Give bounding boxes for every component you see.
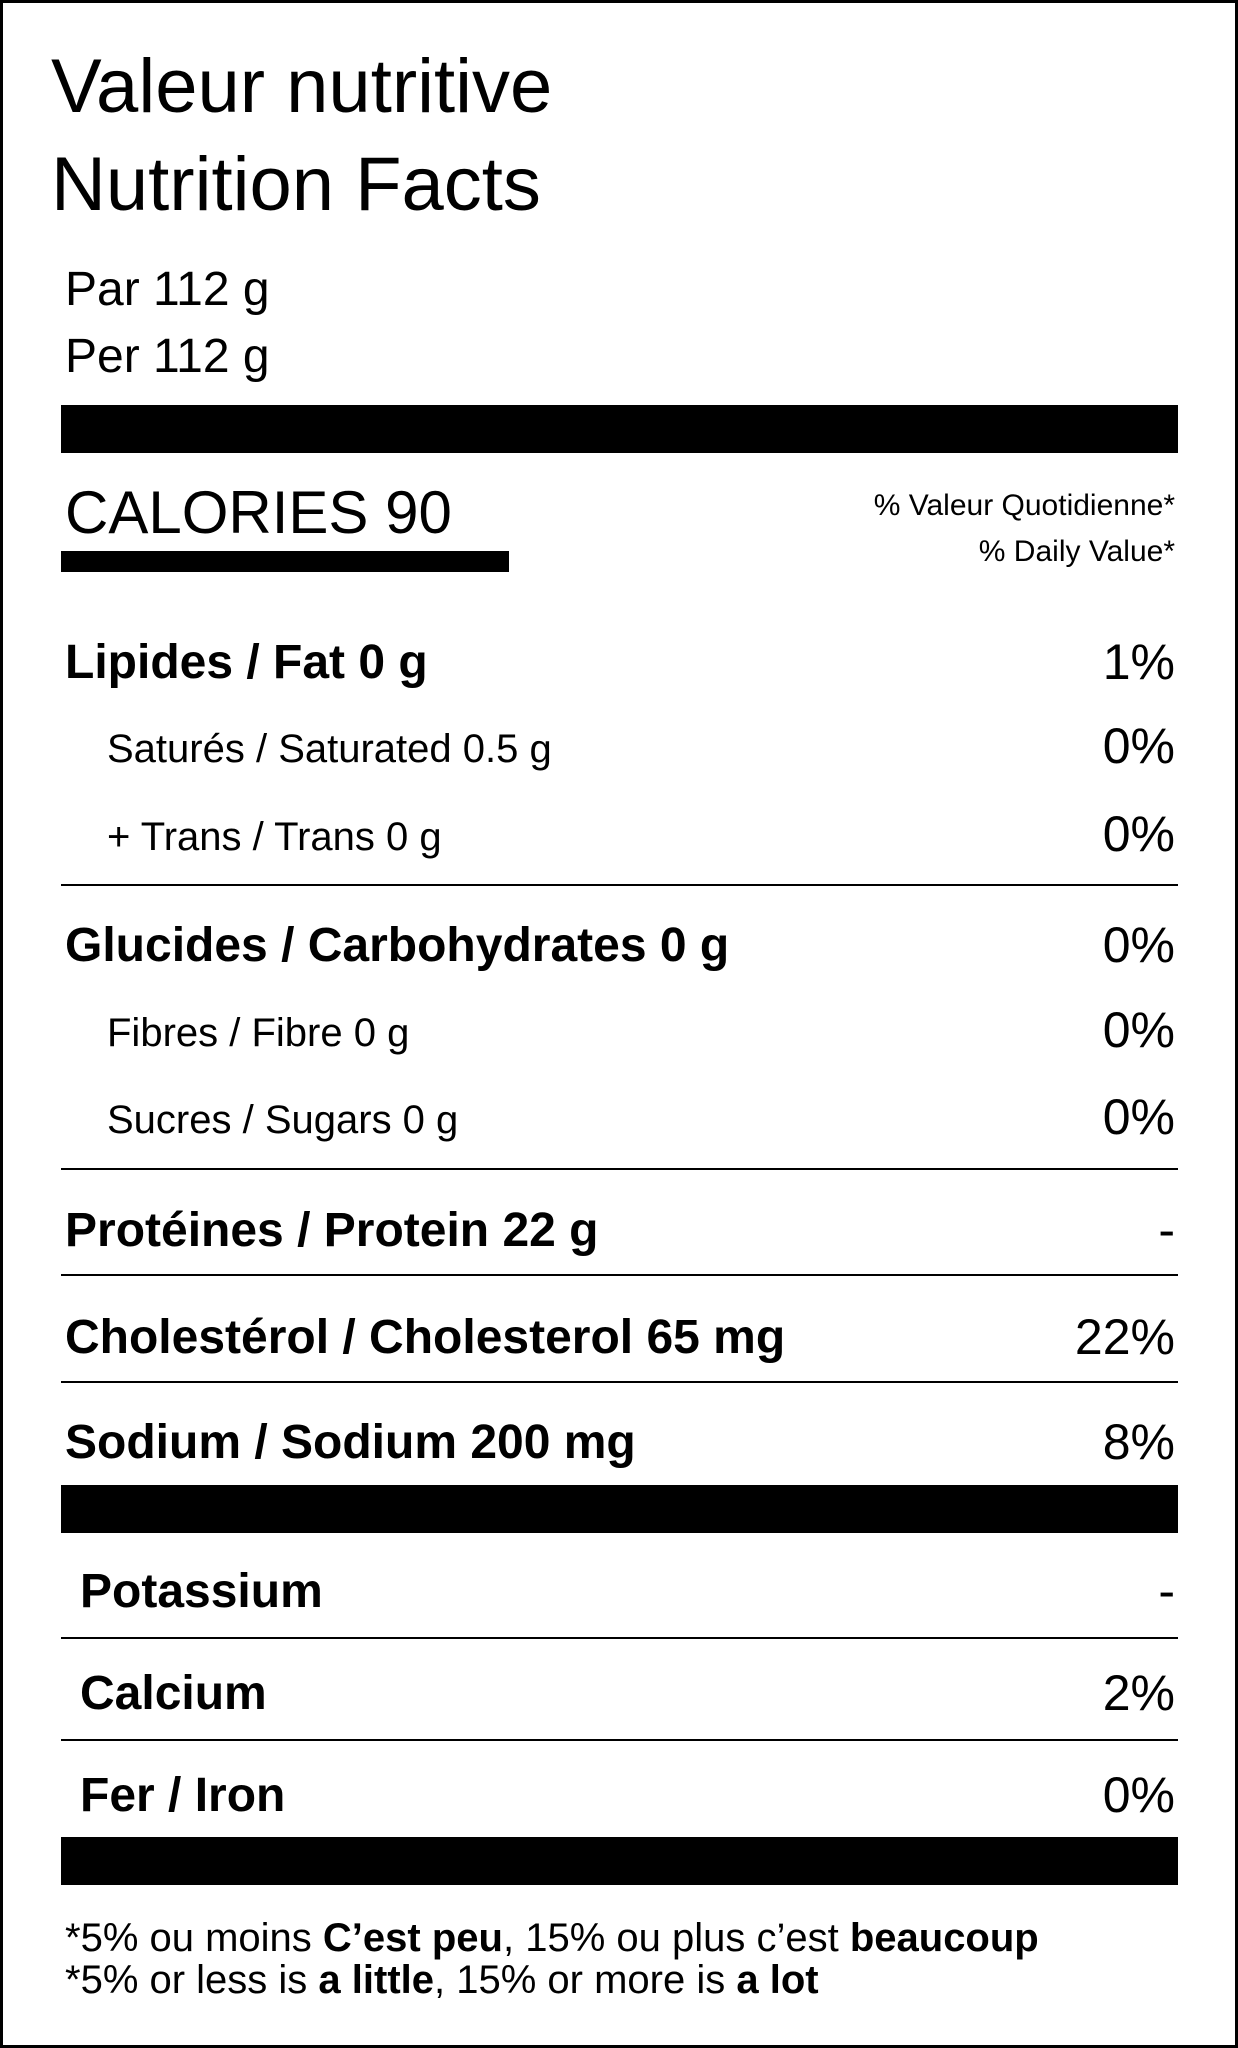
footnote-segment: a little (318, 1957, 435, 2002)
nutrient-label: Cholestérol / Cholesterol 65 mg (65, 1310, 786, 1364)
footnote-line: *5% or less is a little, 15% or more is … (65, 1960, 819, 2000)
nutrient-dv: 0% (1102, 806, 1175, 862)
nutrient-dv: - (1158, 1202, 1175, 1258)
divider (61, 1381, 1178, 1383)
nutrient-label: Lipides / Fat 0 g (65, 635, 428, 689)
thick-bar (61, 1837, 1178, 1885)
dv-header-en: % Daily Value* (978, 535, 1175, 568)
nutrient-label: + Trans / Trans 0 g (107, 814, 442, 859)
footnote-segment: C’est peu (322, 1915, 503, 1960)
nutrient-dv: 0% (1102, 917, 1175, 973)
thick-bar (61, 1485, 1178, 1533)
footnote-segment: a lot (736, 1957, 819, 2002)
serving-fr: Par 112 g (65, 263, 270, 316)
divider (61, 1739, 1178, 1741)
thick-bar (61, 405, 1178, 453)
title-en: Nutrition Facts (51, 142, 541, 227)
nutrient-label: Fibres / Fibre 0 g (107, 1010, 410, 1055)
calories-underline (61, 551, 509, 572)
calories: CALORIES 90 (65, 479, 452, 546)
footnote-segment: *5% ou moins (65, 1915, 323, 1960)
nutrient-dv: 0% (1102, 1002, 1175, 1058)
footnote-segment: , 15% or more is (434, 1957, 737, 2002)
mineral-dv: 2% (1102, 1665, 1175, 1721)
nutrient-dv: 0% (1102, 718, 1175, 774)
title-fr: Valeur nutritive (51, 44, 553, 129)
serving-en: Per 112 g (65, 330, 270, 383)
nutrient-dv: 1% (1102, 634, 1175, 690)
mineral-label: Potassium (80, 1564, 323, 1618)
mineral-label: Calcium (80, 1666, 267, 1720)
mineral-dv: 0% (1102, 1767, 1175, 1823)
nutrient-label: Saturés / Saturated 0.5 g (107, 726, 552, 771)
nutrient-dv: 0% (1102, 1089, 1175, 1145)
footnote-segment: , 15% ou plus c’est (502, 1915, 850, 1960)
divider (61, 884, 1178, 886)
divider (61, 1274, 1178, 1276)
footnote-line: *5% ou moins C’est peu, 15% ou plus c’es… (65, 1918, 1039, 1958)
nutrient-dv: 22% (1074, 1309, 1175, 1365)
dv-header-fr: % Valeur Quotidienne* (873, 489, 1175, 522)
divider (61, 1168, 1178, 1170)
mineral-dv: - (1158, 1563, 1175, 1619)
divider (61, 1637, 1178, 1639)
nutrient-label: Sodium / Sodium 200 mg (65, 1415, 636, 1469)
mineral-label: Fer / Iron (80, 1768, 286, 1822)
nutrient-label: Glucides / Carbohydrates 0 g (65, 918, 730, 972)
nutrient-dv: 8% (1102, 1414, 1175, 1470)
nutrient-label: Protéines / Protein 22 g (65, 1203, 599, 1257)
footnote-segment: *5% or less is (65, 1957, 319, 2002)
nutrient-label: Sucres / Sugars 0 g (107, 1097, 459, 1142)
footnote-segment: beaucoup (849, 1915, 1039, 1960)
